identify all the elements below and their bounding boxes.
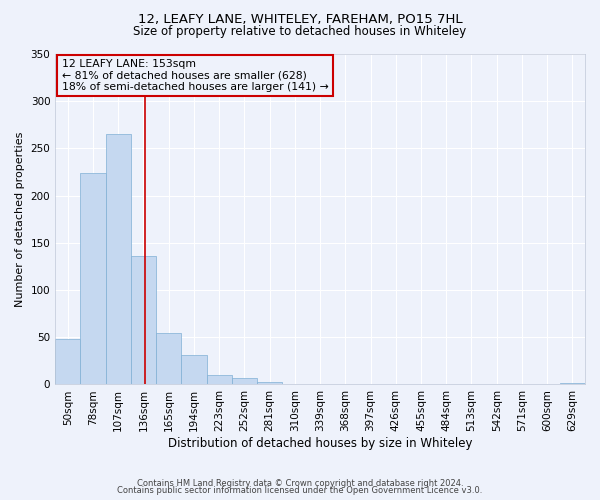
Bar bbox=[80, 173, 106, 384]
Bar bbox=[181, 355, 206, 384]
Bar bbox=[232, 378, 257, 384]
Bar bbox=[131, 256, 156, 384]
Bar bbox=[106, 134, 131, 384]
Text: 12, LEAFY LANE, WHITELEY, FAREHAM, PO15 7HL: 12, LEAFY LANE, WHITELEY, FAREHAM, PO15 … bbox=[137, 12, 463, 26]
Bar bbox=[206, 375, 232, 384]
Text: Contains public sector information licensed under the Open Government Licence v3: Contains public sector information licen… bbox=[118, 486, 482, 495]
Bar bbox=[257, 382, 282, 384]
X-axis label: Distribution of detached houses by size in Whiteley: Distribution of detached houses by size … bbox=[168, 437, 472, 450]
Bar bbox=[560, 382, 585, 384]
Y-axis label: Number of detached properties: Number of detached properties bbox=[15, 132, 25, 307]
Bar bbox=[156, 332, 181, 384]
Bar bbox=[55, 339, 80, 384]
Text: Contains HM Land Registry data © Crown copyright and database right 2024.: Contains HM Land Registry data © Crown c… bbox=[137, 478, 463, 488]
Text: Size of property relative to detached houses in Whiteley: Size of property relative to detached ho… bbox=[133, 25, 467, 38]
Text: 12 LEAFY LANE: 153sqm
← 81% of detached houses are smaller (628)
18% of semi-det: 12 LEAFY LANE: 153sqm ← 81% of detached … bbox=[62, 59, 328, 92]
